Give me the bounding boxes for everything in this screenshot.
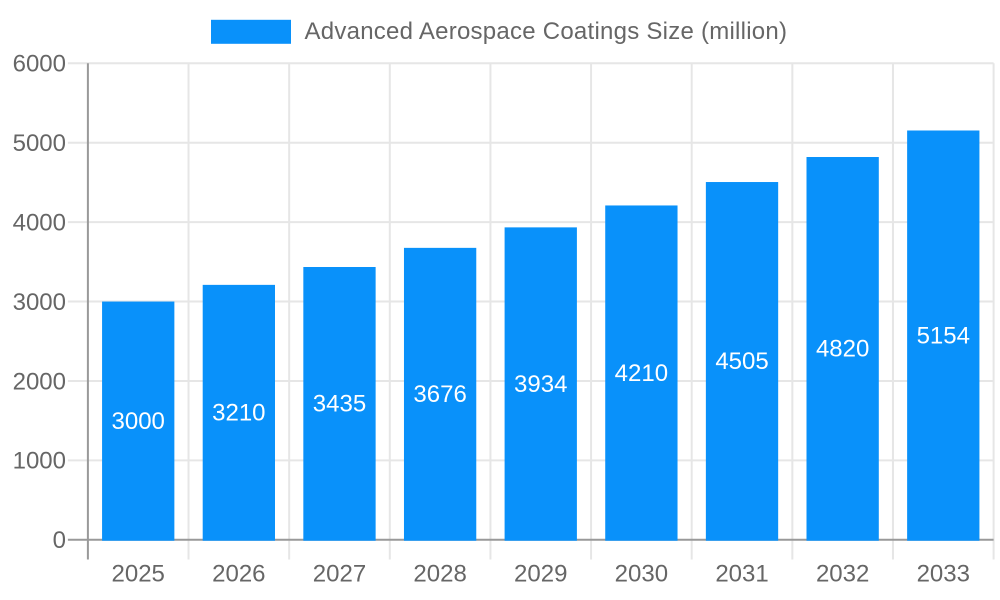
svg-text:1000: 1000 <box>13 448 66 475</box>
svg-text:3934: 3934 <box>514 371 567 398</box>
svg-text:2032: 2032 <box>816 560 869 587</box>
svg-text:0: 0 <box>53 527 66 554</box>
svg-text:2000: 2000 <box>13 368 66 395</box>
svg-text:2029: 2029 <box>514 560 567 587</box>
svg-text:2026: 2026 <box>212 560 265 587</box>
svg-text:4505: 4505 <box>715 348 768 375</box>
svg-text:4820: 4820 <box>816 336 869 363</box>
svg-text:4210: 4210 <box>615 360 668 387</box>
svg-text:2027: 2027 <box>313 560 366 587</box>
svg-text:5154: 5154 <box>917 322 970 349</box>
svg-text:3000: 3000 <box>112 408 165 435</box>
svg-text:Advanced Aerospace Coatings Si: Advanced Aerospace Coatings Size (millio… <box>305 18 788 45</box>
svg-text:2025: 2025 <box>112 560 165 587</box>
svg-text:2031: 2031 <box>715 560 768 587</box>
svg-text:3210: 3210 <box>212 400 265 427</box>
svg-text:3435: 3435 <box>313 391 366 418</box>
svg-text:3676: 3676 <box>413 381 466 408</box>
svg-text:5000: 5000 <box>13 130 66 157</box>
svg-text:3000: 3000 <box>13 289 66 316</box>
svg-text:4000: 4000 <box>13 209 66 236</box>
svg-text:6000: 6000 <box>13 51 66 78</box>
svg-text:2028: 2028 <box>413 560 466 587</box>
svg-text:2030: 2030 <box>615 560 668 587</box>
svg-text:2033: 2033 <box>917 560 970 587</box>
